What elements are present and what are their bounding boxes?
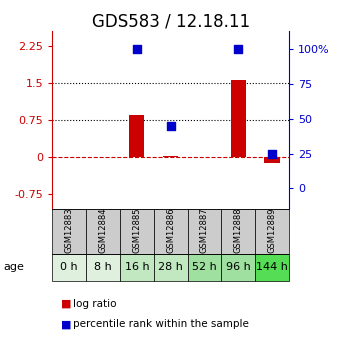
Text: log ratio: log ratio [73,299,116,308]
Text: GSM12884: GSM12884 [99,207,107,253]
Point [134,46,140,52]
Bar [52,209,86,254]
Bar [188,209,221,254]
Text: 28 h: 28 h [158,263,183,272]
Bar [188,254,221,281]
Text: GSM12885: GSM12885 [132,207,141,253]
Text: ■: ■ [61,319,71,329]
Text: GSM12888: GSM12888 [234,207,243,253]
Text: percentile rank within the sample: percentile rank within the sample [73,319,248,329]
Point [168,123,173,128]
Title: GDS583 / 12.18.11: GDS583 / 12.18.11 [92,13,250,31]
Bar [86,254,120,281]
Bar [163,156,178,157]
Point [269,151,275,156]
Bar [154,254,188,281]
Text: 8 h: 8 h [94,263,112,272]
Text: 0 h: 0 h [61,263,78,272]
Bar [255,254,289,281]
Text: 144 h: 144 h [256,263,288,272]
Bar [255,209,289,254]
Text: ■: ■ [61,299,71,308]
Text: GSM12889: GSM12889 [268,207,276,253]
Bar [221,209,255,254]
Bar [265,157,280,163]
Bar [154,209,188,254]
Bar [231,80,246,157]
Text: 52 h: 52 h [192,263,217,272]
Bar [120,254,154,281]
Text: GSM12887: GSM12887 [200,207,209,253]
Bar [221,254,255,281]
Bar [129,115,145,157]
Bar [86,209,120,254]
Text: 96 h: 96 h [226,263,251,272]
Point [236,46,241,52]
Text: GSM12883: GSM12883 [65,207,74,253]
Text: GSM12886: GSM12886 [166,207,175,253]
Bar [52,254,86,281]
Text: 16 h: 16 h [125,263,149,272]
Bar [120,209,154,254]
Text: age: age [3,263,24,272]
